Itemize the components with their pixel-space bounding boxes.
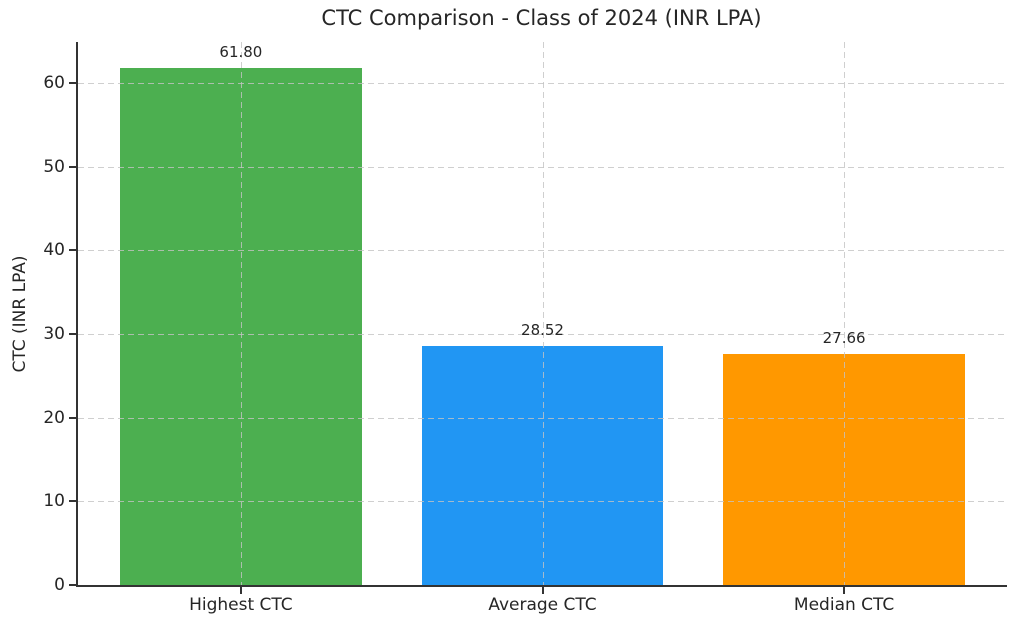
x-axis-tick: [239, 587, 242, 594]
y-axis-tick: [69, 416, 76, 419]
y-axis-tick: [69, 165, 76, 168]
bar-highest-ctc: [120, 67, 362, 585]
y-axis-label: CTC (INR LPA): [10, 255, 30, 373]
bar-value-label: 27.66: [822, 328, 866, 347]
bar-value-label: 28.52: [521, 321, 564, 340]
plot-area: 0 10 20 30 40 50 60 61.80 Highest CTC 28.52 Averag…: [43, 42, 1007, 615]
x-axis-tick: [843, 587, 846, 594]
chart-title: CTC Comparison - Class of 2024 (INR LPA): [321, 6, 762, 30]
y-tick-label: 0: [54, 575, 65, 595]
y-axis-tick: [69, 584, 76, 586]
y-axis-tick: [69, 81, 76, 84]
y-axis-tick: [69, 249, 76, 252]
x-tick-label: Highest CTC: [189, 595, 293, 615]
x-tick-label: Median CTC: [793, 595, 895, 615]
bar-median-ctc: [723, 353, 965, 585]
y-tick-label: 20: [43, 407, 65, 428]
y-tick-label: 50: [43, 156, 65, 177]
x-tick-label: Average CTC: [488, 595, 597, 615]
x-axis-tick: [541, 587, 544, 594]
y-tick-label: 40: [43, 240, 65, 261]
bar-value-label: 61.80: [219, 42, 263, 61]
y-tick-label: 60: [43, 72, 65, 93]
bar-average-ctc: [421, 346, 664, 585]
y-tick-label: 10: [43, 491, 65, 512]
y-axis-tick: [69, 332, 76, 335]
y-axis-tick: [69, 500, 76, 503]
y-tick-label: 30: [43, 323, 65, 344]
